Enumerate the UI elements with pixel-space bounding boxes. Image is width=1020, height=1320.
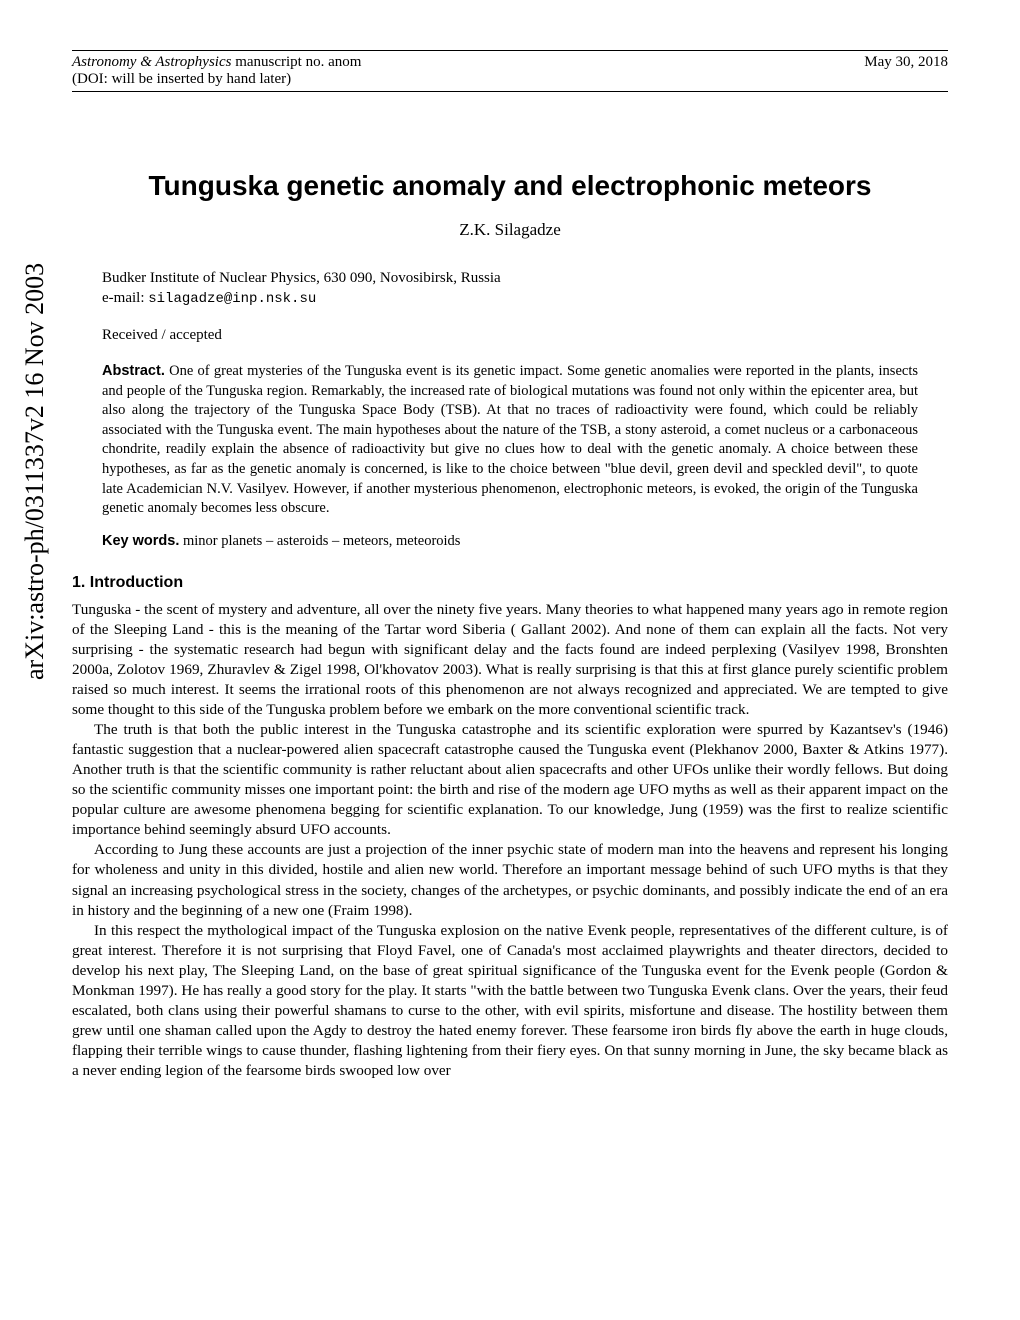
keywords-text: minor planets – asteroids – meteors, met… <box>179 533 460 549</box>
doi-line: (DOI: will be inserted by hand later) <box>72 71 948 92</box>
page-container: Astronomy & Astrophysics manuscript no. … <box>0 0 1020 1121</box>
affiliation-block: Budker Institute of Nuclear Physics, 630… <box>102 268 948 309</box>
running-header: Astronomy & Astrophysics manuscript no. … <box>72 50 948 71</box>
keywords-block: Key words. minor planets – asteroids – m… <box>102 533 918 550</box>
abstract-label: Abstract. <box>102 363 165 379</box>
header-date: May 30, 2018 <box>864 54 948 71</box>
affiliation-text: Budker Institute of Nuclear Physics, 630… <box>102 270 501 286</box>
manuscript-no: manuscript no. anom <box>231 54 361 70</box>
email-address: silagadze@inp.nsk.su <box>148 291 316 307</box>
abstract-block: Abstract. One of great mysteries of the … <box>102 362 918 519</box>
paragraph-2: The truth is that both the public intere… <box>72 720 948 840</box>
abstract-text: One of great mysteries of the Tunguska e… <box>102 363 918 516</box>
section-1-heading: 1. Introduction <box>72 574 948 592</box>
author-name: Z.K. Silagadze <box>72 220 948 240</box>
received-line: Received / accepted <box>102 327 948 344</box>
journal-name: Astronomy & Astrophysics <box>72 54 231 70</box>
paragraph-4: In this respect the mythological impact … <box>72 921 948 1082</box>
paragraph-1: Tunguska - the scent of mystery and adve… <box>72 600 948 720</box>
paper-title: Tunguska genetic anomaly and electrophon… <box>72 170 948 202</box>
paragraph-3: According to Jung these accounts are jus… <box>72 840 948 920</box>
email-label: e-mail: <box>102 290 148 306</box>
body-text: Tunguska - the scent of mystery and adve… <box>72 600 948 1082</box>
journal-header: Astronomy & Astrophysics manuscript no. … <box>72 54 361 71</box>
keywords-label: Key words. <box>102 533 179 549</box>
